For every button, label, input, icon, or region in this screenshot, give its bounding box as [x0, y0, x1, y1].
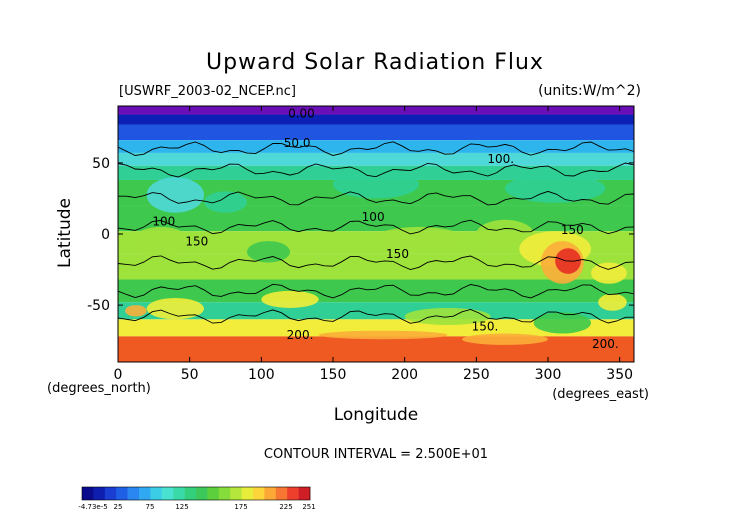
colorbar-swatch: [116, 487, 128, 500]
field-patch: [333, 170, 419, 199]
x-tick-label: 150: [320, 367, 347, 383]
contour-line: [117, 309, 635, 324]
colorbar-swatch: [161, 487, 174, 500]
contour-line: [117, 255, 635, 270]
contour-label: 150: [386, 247, 409, 261]
colorbar-swatch: [104, 487, 117, 500]
field-band: [118, 114, 634, 125]
field-patch: [261, 290, 319, 308]
field-patch: [533, 312, 591, 334]
field-band: [118, 140, 634, 153]
colorbar-swatch: [184, 487, 197, 500]
field-patch: [146, 177, 204, 213]
colorbar-swatch: [207, 487, 220, 500]
contour-line: [117, 219, 635, 235]
colorbar-swatch: [82, 487, 94, 500]
colorbar-swatch: [218, 487, 231, 500]
colorbar-swatch: [230, 487, 242, 500]
x-tick-label: 350: [606, 367, 633, 383]
colorbar-tick-label: 25: [114, 503, 123, 511]
colorbar-swatch: [150, 487, 163, 500]
colorbar-swatch: [139, 487, 151, 500]
colorbar-swatch: [173, 487, 185, 500]
colorbar-tick-label: -4.73e-5: [78, 503, 107, 511]
y-tick-label: -50: [87, 298, 110, 314]
contour-label: 150.: [472, 320, 499, 334]
chart-subtitle-right: (units:W/m^2): [538, 83, 641, 99]
contour-label: 100: [362, 210, 385, 224]
contour-label: 150: [185, 234, 208, 248]
colorbar-swatch: [287, 487, 299, 500]
colorbar-swatch: [298, 487, 311, 500]
field-patch: [505, 174, 606, 203]
field-band: [118, 302, 634, 320]
x-tick-label: 50: [181, 367, 199, 383]
colorbar-tick-label: 225: [279, 503, 292, 511]
field-patch: [476, 219, 534, 249]
contour-label: 200.: [287, 328, 314, 342]
x-axis-label: Longitude: [334, 405, 419, 425]
x-tick-label: 200: [391, 367, 418, 383]
field-patch: [132, 226, 190, 256]
x-tick-label: 0: [114, 367, 123, 383]
x-tick-label: 250: [463, 367, 490, 383]
y-axis-ticks: -50 0 50: [87, 156, 634, 314]
chart-subtitle-left: [USWRF_2003-02_NCEP.nc]: [119, 84, 296, 99]
field-patch: [146, 298, 204, 320]
colorbar-swatch: [196, 487, 208, 500]
colorbar-tick-label: 125: [175, 503, 188, 511]
x-axis-ticks: 0 50 100 150 200 250 300 350: [114, 106, 633, 383]
colorbar-swatch: [264, 487, 277, 500]
heatmap-field: [117, 106, 635, 362]
field-patch: [125, 305, 147, 317]
field-patch: [462, 333, 548, 345]
contour-label: 100: [152, 214, 175, 228]
field-patch: [376, 226, 462, 249]
contour-line: [117, 162, 635, 178]
y-axis-unit: (degrees_north): [47, 381, 151, 396]
x-axis-unit: (degrees_east): [552, 387, 649, 402]
colorbar-swatch: [93, 487, 106, 500]
field-band: [118, 106, 634, 115]
colorbar-swatch: [241, 487, 254, 500]
colorbar-swatch: [127, 487, 140, 500]
contour-interval-note: CONTOUR INTERVAL = 2.500E+01: [264, 447, 488, 462]
chart-title: Upward Solar Radiation Flux: [206, 50, 544, 75]
colorbar-frame: [81, 486, 311, 501]
colorbar-swatch: [253, 487, 265, 500]
field-band: [118, 279, 634, 303]
colorbar-tick-label: 175: [234, 503, 247, 511]
contour-label: 100.: [487, 152, 514, 166]
field-patch: [204, 191, 247, 213]
y-tick-label: 0: [101, 227, 110, 243]
contour-label: 150: [561, 223, 584, 237]
field-band: [118, 336, 634, 362]
field-band: [118, 205, 634, 232]
x-tick-label: 300: [535, 367, 562, 383]
colorbar-labels: -4.73e-5 25 75 125 175 225 251: [78, 503, 315, 511]
field-patch: [247, 241, 290, 263]
contour-line: [118, 190, 635, 206]
contour-line: [117, 283, 635, 299]
field-patch: [318, 330, 448, 340]
field-patch: [598, 293, 627, 311]
colorbar-swatch: [275, 487, 288, 500]
colorbar: [81, 486, 311, 501]
contour-label: 50.0: [284, 136, 311, 150]
contour-label: 0.00: [288, 106, 315, 120]
x-tick-label: 100: [248, 367, 275, 383]
y-axis-label: Latitude: [55, 198, 75, 268]
contour-labels: 0.00 50.0 100. 100 100 150 150 150 150. 200. 200.: [152, 106, 618, 350]
contour-line: [117, 141, 635, 156]
colorbar-tick-label: 75: [146, 503, 155, 511]
colorbar-tick-label: 251: [302, 503, 315, 511]
y-tick-label: 50: [92, 156, 110, 172]
field-patch: [591, 262, 627, 284]
field-band: [118, 152, 634, 166]
contour-label: 200.: [592, 337, 619, 351]
field-band: [118, 124, 634, 141]
field-band: [118, 319, 634, 337]
